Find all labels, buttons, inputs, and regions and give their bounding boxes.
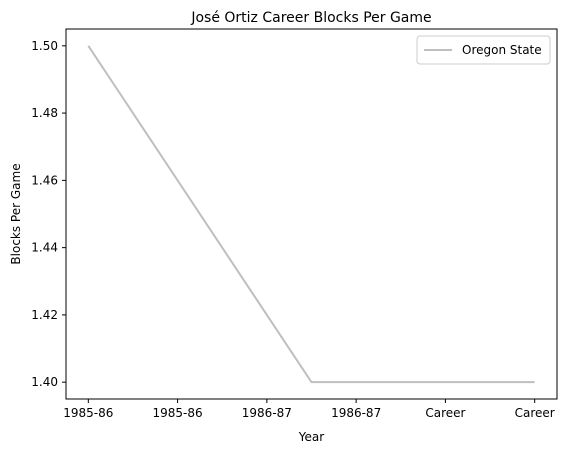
x-tick-label: Career	[425, 406, 465, 420]
series-line-0	[87, 45, 535, 384]
y-tick-label: 1.48	[31, 106, 58, 120]
x-tick-label: 1986-87	[331, 406, 381, 420]
x-tick-label: Career	[515, 406, 555, 420]
x-tick-label: 1986-87	[242, 406, 292, 420]
x-tick-label: 1985-86	[63, 406, 113, 420]
y-tick-label: 1.42	[31, 308, 58, 322]
x-axis: 1985-86 1985-86 1986-87 1986-87 Career Career	[63, 399, 555, 420]
legend-label-oregon-state: Oregon State	[462, 43, 542, 57]
y-tick-label: 1.46	[31, 173, 58, 187]
y-tick-label: 1.50	[31, 39, 58, 53]
x-axis-label: Year	[298, 430, 324, 444]
y-axis: 1.40 1.42 1.44 1.46 1.48 1.50	[31, 39, 66, 389]
series-lines	[87, 45, 535, 384]
y-tick-label: 1.40	[31, 375, 58, 389]
y-axis-label: Blocks Per Game	[9, 163, 23, 264]
plot-area	[65, 28, 558, 400]
legend: Oregon State	[416, 35, 551, 65]
legend-box	[416, 35, 551, 65]
chart-title: José Ortiz Career Blocks Per Game	[190, 10, 431, 26]
x-tick-label: 1985-86	[153, 406, 203, 420]
y-tick-label: 1.44	[31, 241, 58, 255]
